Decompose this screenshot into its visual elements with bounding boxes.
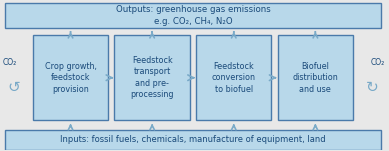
Text: ↺: ↺ xyxy=(7,80,20,95)
Text: Biofuel
distribution
and use: Biofuel distribution and use xyxy=(293,62,338,94)
Text: Feedstock
transport
and pre-
processing: Feedstock transport and pre- processing xyxy=(130,56,174,99)
FancyBboxPatch shape xyxy=(5,3,381,28)
Text: CO₂: CO₂ xyxy=(3,58,17,67)
FancyBboxPatch shape xyxy=(114,35,190,120)
FancyBboxPatch shape xyxy=(196,35,272,120)
Text: Outputs: greenhouse gas emissions
e.g. CO₂, CH₄, N₂O: Outputs: greenhouse gas emissions e.g. C… xyxy=(116,5,270,26)
Text: Feedstock
conversion
to biofuel: Feedstock conversion to biofuel xyxy=(212,62,256,94)
Text: ↻: ↻ xyxy=(366,80,378,95)
FancyBboxPatch shape xyxy=(278,35,353,120)
FancyBboxPatch shape xyxy=(33,35,108,120)
FancyBboxPatch shape xyxy=(5,130,381,150)
Text: Inputs: fossil fuels, chemicals, manufacture of equipment, land: Inputs: fossil fuels, chemicals, manufac… xyxy=(60,135,326,145)
Text: CO₂: CO₂ xyxy=(370,58,385,67)
Text: Crop growth,
feedstock
provision: Crop growth, feedstock provision xyxy=(45,62,96,94)
